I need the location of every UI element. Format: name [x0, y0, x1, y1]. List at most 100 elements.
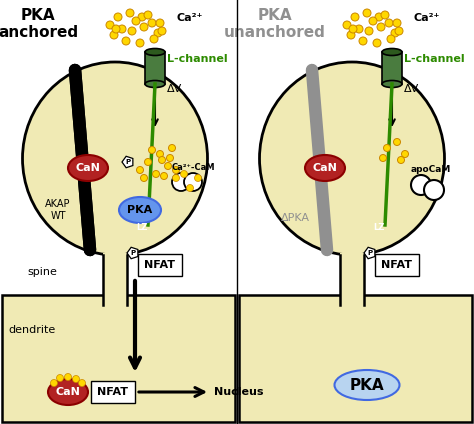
Ellipse shape [145, 81, 165, 87]
Circle shape [393, 139, 401, 145]
Text: dendrite: dendrite [9, 325, 55, 335]
Circle shape [148, 147, 155, 153]
Text: AKAP
WT: AKAP WT [45, 199, 71, 221]
Circle shape [411, 175, 431, 195]
Text: PKA: PKA [350, 377, 384, 393]
Circle shape [355, 25, 363, 33]
Text: PKA
unanchored: PKA unanchored [224, 8, 326, 40]
Circle shape [164, 162, 172, 170]
Ellipse shape [259, 62, 445, 255]
Circle shape [150, 35, 158, 43]
Circle shape [51, 379, 57, 387]
Text: CaN: CaN [55, 387, 81, 397]
Circle shape [64, 374, 72, 380]
Circle shape [73, 376, 80, 382]
Text: L-channel: L-channel [404, 54, 465, 64]
Text: ΔPKA: ΔPKA [281, 213, 310, 223]
Text: Nucleus: Nucleus [214, 387, 264, 397]
Text: P: P [367, 250, 373, 256]
Circle shape [140, 23, 148, 31]
Ellipse shape [382, 81, 402, 87]
Circle shape [106, 21, 114, 29]
Circle shape [365, 27, 373, 35]
Circle shape [156, 19, 164, 27]
Circle shape [381, 11, 389, 19]
Text: P: P [126, 159, 130, 165]
Circle shape [114, 13, 122, 21]
Ellipse shape [22, 62, 208, 255]
Ellipse shape [119, 197, 161, 223]
Circle shape [369, 17, 377, 25]
Circle shape [387, 35, 395, 43]
FancyBboxPatch shape [138, 254, 182, 276]
Ellipse shape [68, 155, 108, 181]
Circle shape [181, 170, 188, 178]
Circle shape [158, 27, 166, 35]
Text: Ca²⁺: Ca²⁺ [414, 13, 440, 23]
Circle shape [144, 11, 152, 19]
Circle shape [79, 379, 85, 387]
Circle shape [154, 29, 162, 37]
Circle shape [385, 19, 393, 27]
Text: L-channel: L-channel [167, 54, 228, 64]
FancyBboxPatch shape [382, 52, 402, 84]
Circle shape [136, 39, 144, 47]
Circle shape [140, 175, 147, 181]
Circle shape [132, 17, 140, 25]
Circle shape [56, 374, 64, 382]
Circle shape [343, 21, 351, 29]
Circle shape [166, 154, 173, 162]
Circle shape [118, 25, 126, 33]
Text: CaN: CaN [312, 163, 337, 173]
Text: LZ: LZ [137, 223, 148, 232]
Circle shape [391, 29, 399, 37]
Circle shape [173, 167, 180, 173]
Circle shape [172, 173, 190, 191]
Circle shape [173, 175, 180, 181]
Text: Ca²⁺: Ca²⁺ [177, 13, 203, 23]
Ellipse shape [48, 379, 88, 405]
Ellipse shape [382, 48, 402, 56]
Text: ΔV: ΔV [404, 84, 419, 94]
Text: NFAT: NFAT [145, 260, 175, 270]
Circle shape [424, 180, 444, 200]
FancyBboxPatch shape [375, 254, 419, 276]
Text: spine: spine [27, 267, 57, 277]
Circle shape [359, 37, 367, 45]
Circle shape [156, 151, 164, 157]
Circle shape [395, 27, 403, 35]
Text: PKA: PKA [128, 205, 153, 215]
FancyBboxPatch shape [145, 52, 165, 84]
Circle shape [112, 25, 120, 33]
Ellipse shape [305, 155, 345, 181]
Circle shape [148, 19, 156, 27]
Ellipse shape [335, 370, 400, 400]
Circle shape [377, 23, 385, 31]
Circle shape [375, 13, 383, 21]
Circle shape [128, 27, 136, 35]
Text: P: P [130, 250, 136, 256]
Ellipse shape [145, 48, 165, 56]
Circle shape [347, 31, 355, 39]
Text: Ca²⁺-CaM: Ca²⁺-CaM [171, 164, 215, 173]
Text: LZ: LZ [374, 223, 385, 232]
Circle shape [383, 145, 391, 151]
FancyBboxPatch shape [0, 0, 474, 72]
Circle shape [380, 154, 386, 162]
Text: NFAT: NFAT [382, 260, 412, 270]
Circle shape [126, 9, 134, 17]
Circle shape [401, 151, 409, 157]
Circle shape [161, 173, 167, 179]
Circle shape [373, 39, 381, 47]
Circle shape [145, 159, 152, 165]
Circle shape [393, 19, 401, 27]
FancyBboxPatch shape [103, 253, 127, 307]
Circle shape [349, 25, 357, 33]
FancyBboxPatch shape [239, 295, 472, 422]
Circle shape [138, 13, 146, 21]
FancyBboxPatch shape [340, 253, 364, 307]
Circle shape [351, 13, 359, 21]
FancyBboxPatch shape [2, 295, 235, 422]
Circle shape [194, 175, 201, 181]
Circle shape [137, 167, 144, 173]
